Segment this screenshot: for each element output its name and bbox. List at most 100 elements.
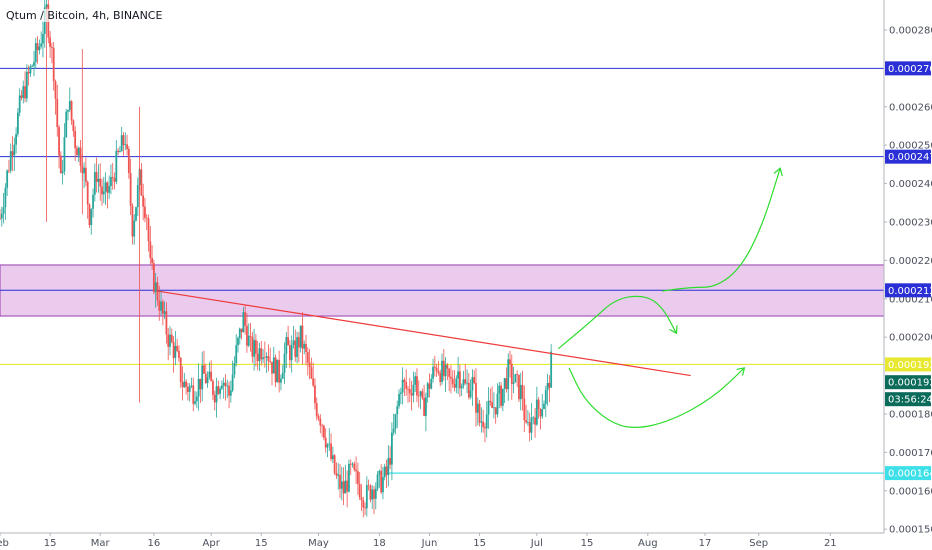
candle-body xyxy=(360,497,363,501)
candle-body xyxy=(197,378,200,397)
candle-body xyxy=(152,263,155,293)
candle-body xyxy=(163,311,166,314)
candle-body xyxy=(18,95,21,113)
candle-body xyxy=(229,390,232,396)
candle-body xyxy=(40,43,43,47)
candle-body xyxy=(76,148,78,156)
candle-body xyxy=(430,378,433,389)
candle-body xyxy=(95,172,98,182)
candle-body xyxy=(448,368,451,377)
candle-body xyxy=(478,403,481,423)
candle-body xyxy=(50,46,53,48)
candle-body xyxy=(63,137,66,172)
candle-body xyxy=(249,335,252,337)
candle-body xyxy=(276,359,279,383)
level-price-tag-4: 0.0001646 xyxy=(888,469,932,480)
candle-body xyxy=(118,151,121,153)
candle-body xyxy=(516,374,519,376)
candle-body xyxy=(142,195,145,207)
candle-body xyxy=(535,399,538,425)
candle-body xyxy=(407,388,409,390)
candle-body xyxy=(335,472,338,476)
candle-body xyxy=(446,364,449,369)
candle-body xyxy=(6,170,9,188)
candle-body xyxy=(167,334,170,347)
candle-body xyxy=(525,420,528,423)
projection-arrowhead-1 xyxy=(773,167,783,177)
candle-body xyxy=(2,207,5,214)
candle-body xyxy=(285,337,288,354)
candle-body xyxy=(534,417,536,425)
candle-body xyxy=(16,112,19,134)
candle-body xyxy=(328,443,331,445)
candle-body xyxy=(550,351,553,388)
time-tick-label: 15 xyxy=(473,538,486,549)
level-price-tag-1: 0.0002470 xyxy=(888,152,932,163)
price-axis-bg xyxy=(884,0,932,550)
candle-body xyxy=(421,391,424,398)
time-tick-label: 17 xyxy=(699,538,712,549)
time-tick-label: 16 xyxy=(148,538,161,549)
candle-body xyxy=(539,409,542,417)
candle-body xyxy=(306,352,309,363)
candle-body xyxy=(392,428,395,433)
candle-body xyxy=(369,485,372,500)
candle-body xyxy=(133,220,136,237)
candle-body xyxy=(492,407,495,409)
candle-body xyxy=(11,151,14,156)
level-price-tag-0: 0.0002700 xyxy=(888,64,932,75)
candle-body xyxy=(70,101,73,121)
candle-body xyxy=(178,350,180,358)
candle-body xyxy=(140,169,143,196)
candle-body xyxy=(399,392,402,394)
candle-body xyxy=(104,182,107,192)
descending-trendline xyxy=(157,290,691,377)
candle-body xyxy=(528,422,531,433)
candle-body xyxy=(346,480,349,492)
candle-body xyxy=(238,328,241,338)
candle-body xyxy=(122,135,125,146)
candle-body xyxy=(101,186,103,195)
level-price-tag-3: 0.0001929 xyxy=(888,360,932,371)
candle-body xyxy=(414,376,417,385)
candle-body xyxy=(337,474,340,476)
candle-body xyxy=(426,383,429,398)
candle-body xyxy=(521,384,524,399)
price-tag-0-bg xyxy=(885,375,931,390)
candle-body xyxy=(317,416,320,419)
candle-body xyxy=(510,364,513,384)
candle-body xyxy=(86,181,89,205)
candle-body xyxy=(67,109,69,112)
candle-body xyxy=(190,385,193,387)
candle-body xyxy=(258,348,261,362)
candle-body xyxy=(541,409,544,417)
candle-body xyxy=(356,471,359,484)
candle-body xyxy=(305,343,307,353)
candle-body xyxy=(262,357,264,360)
candle-body xyxy=(423,397,426,416)
candle-body xyxy=(224,382,227,387)
candle-body xyxy=(532,417,535,419)
candle-body xyxy=(74,131,77,149)
projection-path-2 xyxy=(568,367,745,428)
time-tick-label: 15 xyxy=(44,538,57,549)
candle-body xyxy=(475,383,477,413)
candle-body xyxy=(192,385,195,404)
candle-body xyxy=(405,382,408,389)
time-tick-label: Jun xyxy=(421,538,438,549)
candles xyxy=(0,0,553,518)
candle-body xyxy=(93,172,96,195)
candle-body xyxy=(183,381,186,388)
candle-body xyxy=(20,95,23,98)
candle-body xyxy=(485,414,488,429)
candle-body xyxy=(124,144,127,146)
candle-body xyxy=(169,334,171,347)
candle-body xyxy=(473,377,476,384)
candle-body xyxy=(42,33,44,44)
candle-body xyxy=(54,81,57,99)
candle-body xyxy=(199,378,202,390)
candle-body xyxy=(518,374,520,400)
candle-body xyxy=(274,357,277,383)
